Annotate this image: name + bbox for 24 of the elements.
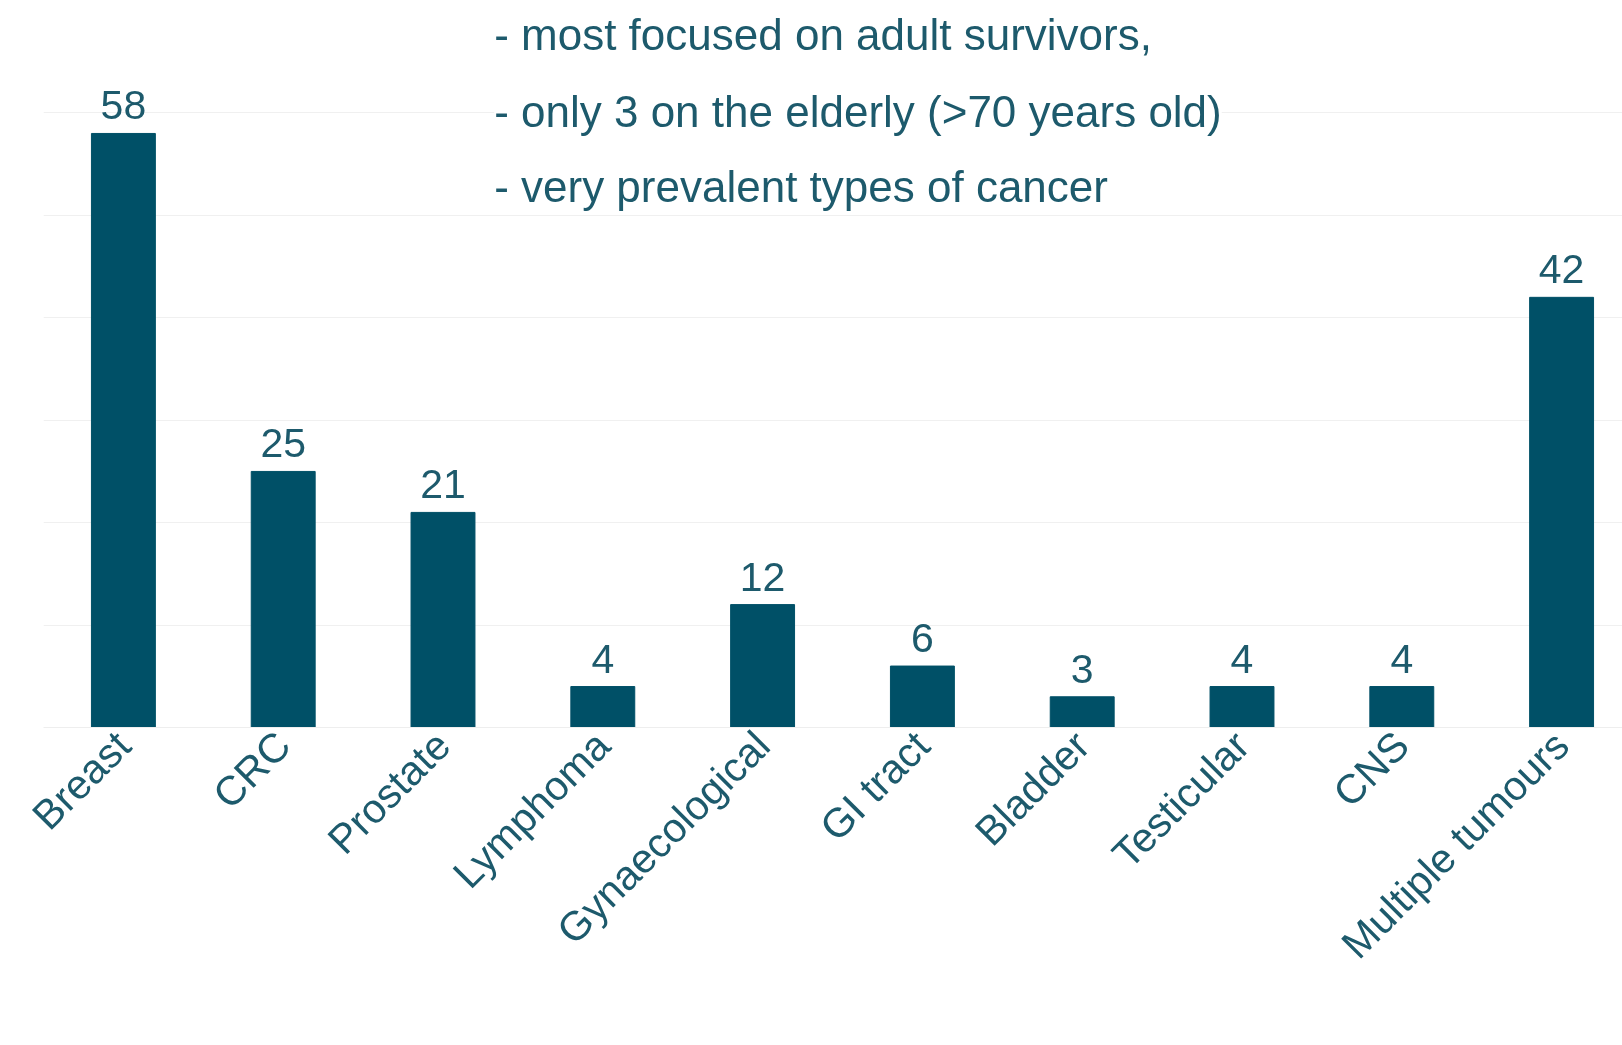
data-label: 4 (1390, 635, 1414, 682)
data-label: 21 (420, 461, 466, 508)
data-label: 6 (911, 615, 934, 662)
data-label: 58 (100, 82, 147, 129)
x-tick-label: GI tract (811, 721, 940, 850)
bar (410, 511, 476, 728)
data-label: 3 (1070, 645, 1094, 692)
bar (1049, 696, 1115, 728)
annotation: - only 3 on the elderly (>70 years old) (494, 87, 1222, 136)
bar (250, 470, 316, 728)
bar (1209, 686, 1275, 728)
data-label: 12 (739, 553, 786, 600)
data-label: 4 (1230, 635, 1254, 682)
data-label: 42 (1538, 246, 1585, 293)
text: - most focused on adult survivors, (494, 10, 1152, 59)
bar (1369, 686, 1435, 728)
data-label: 4 (591, 635, 615, 682)
bar (90, 132, 156, 728)
bar (730, 604, 796, 728)
annotation: - very prevalent types of cancer (494, 162, 1108, 211)
bar (570, 686, 636, 728)
bar (889, 665, 955, 728)
data-label: 25 (260, 420, 307, 467)
bar (1529, 296, 1595, 728)
